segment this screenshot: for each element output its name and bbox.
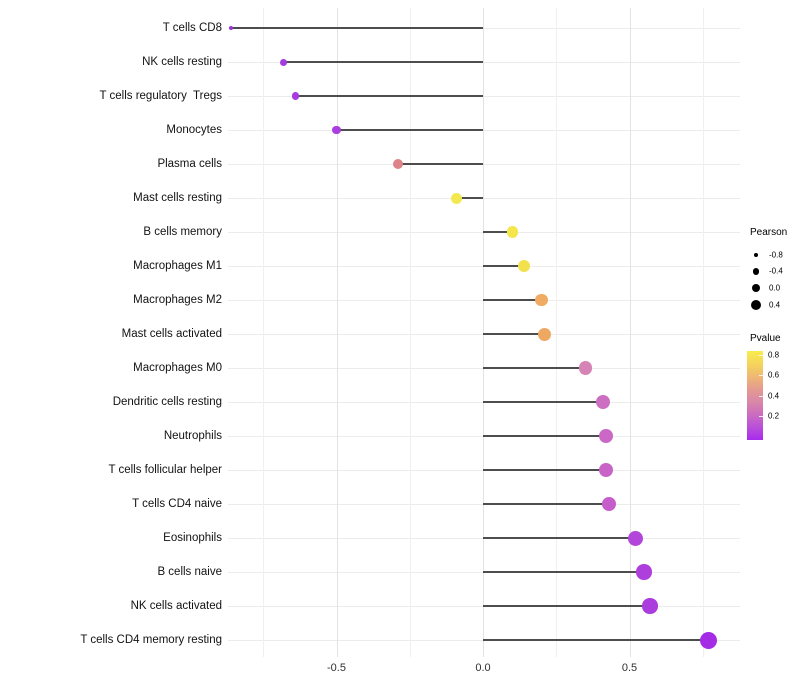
gridline-x-minor (556, 8, 558, 657)
size-legend-label: 0.4 (769, 300, 781, 310)
category-label: B cells naive (157, 566, 222, 578)
lollipop-stem (483, 299, 542, 301)
x-tick-label: -0.5 (327, 662, 346, 674)
category-label: Plasma cells (157, 158, 222, 170)
colorbar-label: 0.6 (768, 370, 780, 380)
category-label: Macrophages M2 (133, 294, 222, 306)
size-legend-title: Pearson (750, 227, 788, 238)
lollipop-stem (483, 469, 607, 471)
category-label: T cells regulatory Tregs (99, 90, 222, 102)
category-label: T cells CD4 naive (132, 498, 222, 510)
category-label: Macrophages M0 (133, 362, 222, 374)
category-label: B cells memory (143, 226, 222, 238)
lollipop-stem (456, 197, 483, 199)
size-legend-label: 0.0 (769, 283, 781, 293)
category-label: T cells follicular helper (108, 464, 222, 476)
data-point (599, 463, 614, 477)
data-point (642, 598, 658, 614)
data-point (393, 159, 404, 169)
lollipop-stem (336, 129, 483, 131)
lollipop-stem (483, 639, 709, 641)
category-label: T cells CD8 (162, 22, 222, 34)
gridline-y (228, 28, 740, 29)
data-point (451, 192, 463, 204)
size-legend-label: -0.4 (769, 266, 783, 276)
data-point (601, 496, 617, 512)
gridline-y (228, 198, 740, 199)
colorbar-tick (759, 355, 763, 356)
gridline-x-major (336, 8, 338, 657)
category-label: Mast cells resting (133, 192, 222, 204)
category-label: Dendritic cells resting (112, 396, 222, 408)
lollipop-stem (483, 435, 607, 437)
lollipop-stem (483, 231, 513, 233)
category-label: T cells CD4 memory resting (80, 634, 222, 646)
lollipop-stem (295, 95, 483, 97)
category-label: Eosinophils (163, 532, 222, 544)
data-point (332, 125, 341, 135)
gridline-x-minor (702, 8, 704, 657)
x-tick-label: 0.0 (475, 662, 491, 674)
size-legend-label: -0.8 (769, 250, 783, 259)
size-legend-dot (751, 283, 761, 293)
x-tick-label: 0.5 (621, 662, 638, 674)
data-point (229, 26, 234, 30)
data-point (506, 226, 519, 238)
lollipop-stem (483, 401, 604, 403)
colorbar-label: 0.2 (768, 411, 780, 421)
size-legend-dot (752, 268, 760, 275)
category-label: Mast cells activated (121, 328, 222, 340)
data-point (280, 58, 288, 66)
data-point (627, 530, 643, 546)
lollipop-stem (483, 605, 650, 607)
size-legend-dot (754, 252, 758, 257)
lollipop-stem (231, 27, 483, 29)
gridline-y (228, 62, 740, 63)
gridline-y (228, 164, 740, 165)
gridline-y (228, 130, 740, 131)
category-label: Monocytes (166, 124, 222, 136)
gridline-x-minor (409, 8, 411, 657)
lollipop-stem (398, 163, 483, 165)
data-point (535, 293, 548, 307)
lollipop-stem (483, 333, 545, 335)
gridline-x-major (629, 8, 631, 657)
colorbar-label: 0.8 (768, 350, 780, 360)
data-point (700, 631, 718, 649)
data-point (599, 429, 614, 443)
gridline-x-minor (263, 8, 265, 657)
data-point (636, 564, 652, 580)
lollipop-stem (483, 503, 609, 505)
colorbar-tick (759, 395, 763, 397)
pvalue-colorbar (747, 351, 763, 440)
category-label: Macrophages M1 (133, 260, 222, 272)
category-label: NK cells activated (130, 600, 222, 612)
lollipop-stem (483, 571, 645, 573)
data-point (538, 327, 552, 341)
colorbar-tick (759, 375, 763, 377)
category-label: NK cells resting (142, 56, 222, 68)
lollipop-stem (283, 61, 483, 63)
lollipop-stem (483, 265, 525, 267)
gridline-y (228, 96, 740, 97)
color-legend-title: Pvalue (750, 333, 781, 344)
lollipop-stem (483, 367, 586, 369)
colorbar-tick (759, 415, 763, 417)
data-point (291, 92, 300, 100)
data-point (578, 361, 593, 375)
data-point (518, 260, 531, 272)
colorbar-label: 0.4 (768, 391, 780, 401)
data-point (596, 395, 611, 409)
gridline-x-major (483, 8, 484, 657)
size-legend-dot (750, 299, 762, 311)
category-label: Neutrophils (163, 430, 222, 442)
lollipop-stem (483, 537, 636, 539)
